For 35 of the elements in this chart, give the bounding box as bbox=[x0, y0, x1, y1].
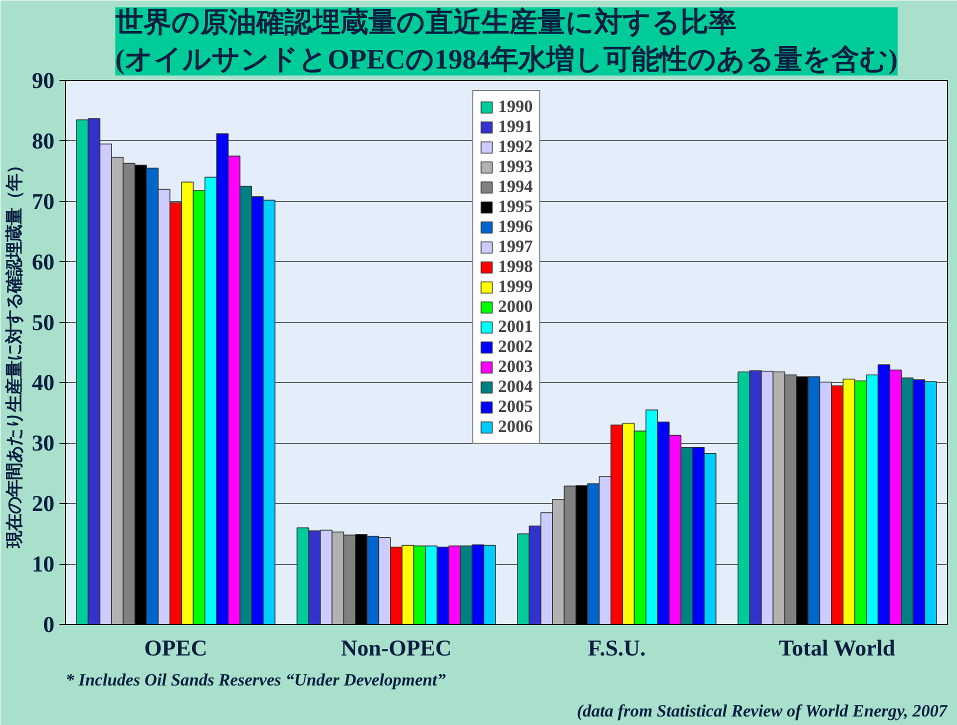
legend-label: 2002 bbox=[498, 337, 533, 357]
text: * Includes Oil Sands Reserves “Under Development” bbox=[66, 670, 446, 690]
legend-label: 1998 bbox=[498, 257, 533, 277]
legend-label: 2006 bbox=[498, 417, 533, 437]
legend-label: 1995 bbox=[498, 197, 533, 217]
x-tick-label: OPEC bbox=[144, 636, 208, 660]
y-tick-label: 80 bbox=[32, 128, 54, 154]
y-tick-label: 10 bbox=[32, 552, 54, 577]
x-tick-label: Total World bbox=[778, 636, 896, 660]
y-tick-label: 50 bbox=[32, 310, 54, 335]
chart-title: 世界の原油確認埋蔵量の直近生産量に対する比率 (オイルサンドとOPECの1984年水増し可能性のある量を含む) bbox=[114, 6, 898, 76]
y-tick-label: 40 bbox=[32, 370, 54, 396]
legend-label: 1997 bbox=[498, 237, 533, 257]
y-axis-title: 現在の年間あたり生産量に対する確認埋蔵量（年） bbox=[4, 157, 24, 549]
legend-label: 1994 bbox=[498, 177, 533, 197]
legend-label: 1993 bbox=[498, 157, 533, 177]
legend-label: 2005 bbox=[498, 397, 533, 417]
y-tick-label: 0 bbox=[43, 612, 54, 637]
legend-label: 2001 bbox=[498, 317, 533, 337]
text: (data from Statistical Review of World Energy, 2007 bbox=[576, 702, 949, 720]
legend-label: 1996 bbox=[498, 217, 533, 237]
legend-label: 2000 bbox=[498, 297, 533, 317]
legend-label: 1991 bbox=[498, 117, 533, 137]
y-tick-label: 30 bbox=[32, 430, 54, 456]
legend-label: 2003 bbox=[498, 357, 533, 377]
legend-label: 1999 bbox=[498, 277, 533, 297]
legend-label: 1990 bbox=[498, 97, 533, 117]
legend-label: 2004 bbox=[498, 377, 533, 397]
x-tick-label: Non-OPEC bbox=[340, 636, 452, 660]
y-tick-label: 70 bbox=[32, 188, 54, 214]
y-tick-label: 60 bbox=[32, 249, 54, 274]
x-tick-label: F.S.U. bbox=[588, 636, 646, 660]
y-tick-label: 20 bbox=[32, 491, 54, 516]
y-tick-label: 90 bbox=[32, 68, 54, 93]
legend-label: 1992 bbox=[498, 137, 533, 157]
